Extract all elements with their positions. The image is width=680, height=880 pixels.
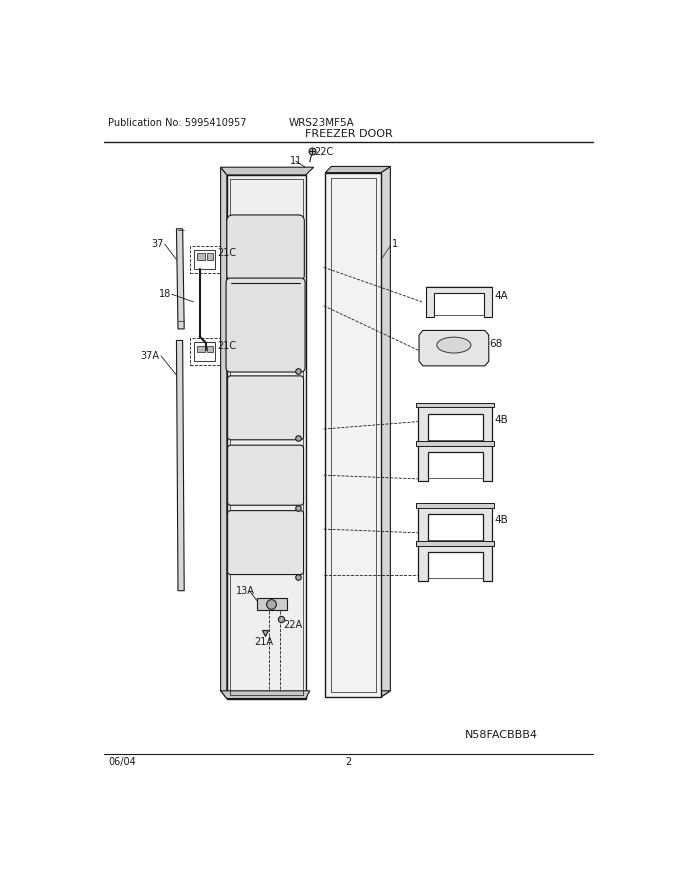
Polygon shape bbox=[426, 287, 492, 318]
FancyBboxPatch shape bbox=[228, 376, 303, 440]
Polygon shape bbox=[220, 167, 227, 699]
Text: 18: 18 bbox=[158, 290, 171, 299]
Polygon shape bbox=[381, 166, 390, 697]
Text: N58FACBBB4: N58FACBBB4 bbox=[464, 730, 538, 740]
Text: WRS23MF5A: WRS23MF5A bbox=[288, 118, 354, 128]
Polygon shape bbox=[220, 691, 310, 699]
Polygon shape bbox=[418, 506, 492, 543]
Polygon shape bbox=[227, 175, 306, 699]
Text: 22A: 22A bbox=[284, 620, 303, 630]
Text: 1: 1 bbox=[392, 239, 398, 249]
Polygon shape bbox=[197, 253, 205, 260]
Text: 4A: 4A bbox=[494, 290, 508, 301]
Text: 22C: 22C bbox=[314, 147, 334, 157]
Text: 21C: 21C bbox=[217, 341, 236, 351]
Text: Publication No: 5995410957: Publication No: 5995410957 bbox=[108, 118, 247, 128]
Text: 21A: 21A bbox=[254, 637, 273, 648]
Text: FREEZER DOOR: FREEZER DOOR bbox=[305, 129, 392, 139]
Text: 37A: 37A bbox=[141, 351, 160, 361]
Polygon shape bbox=[197, 346, 205, 352]
Polygon shape bbox=[176, 341, 184, 590]
Text: 4B: 4B bbox=[494, 515, 508, 524]
Polygon shape bbox=[325, 691, 390, 697]
Text: 06/04: 06/04 bbox=[108, 757, 136, 766]
Polygon shape bbox=[416, 403, 494, 407]
Text: 37: 37 bbox=[151, 239, 163, 249]
FancyBboxPatch shape bbox=[227, 215, 305, 282]
Polygon shape bbox=[418, 444, 492, 481]
FancyBboxPatch shape bbox=[226, 278, 305, 372]
Polygon shape bbox=[257, 598, 286, 610]
Text: 68: 68 bbox=[490, 340, 503, 349]
Polygon shape bbox=[176, 229, 184, 329]
Text: 13A: 13A bbox=[236, 586, 255, 596]
Polygon shape bbox=[418, 545, 492, 582]
Polygon shape bbox=[416, 502, 494, 508]
Polygon shape bbox=[325, 172, 381, 697]
Polygon shape bbox=[207, 346, 213, 352]
Polygon shape bbox=[325, 166, 390, 172]
Polygon shape bbox=[220, 167, 313, 175]
Polygon shape bbox=[207, 253, 213, 260]
Text: 11: 11 bbox=[290, 156, 303, 166]
Text: 21C: 21C bbox=[217, 248, 236, 259]
Polygon shape bbox=[419, 330, 489, 366]
Text: 4B: 4B bbox=[494, 414, 508, 425]
FancyBboxPatch shape bbox=[228, 445, 303, 505]
Polygon shape bbox=[416, 541, 494, 546]
Polygon shape bbox=[418, 406, 492, 443]
FancyBboxPatch shape bbox=[228, 510, 303, 575]
Text: 2: 2 bbox=[345, 757, 352, 766]
Ellipse shape bbox=[437, 337, 471, 353]
Polygon shape bbox=[416, 441, 494, 446]
